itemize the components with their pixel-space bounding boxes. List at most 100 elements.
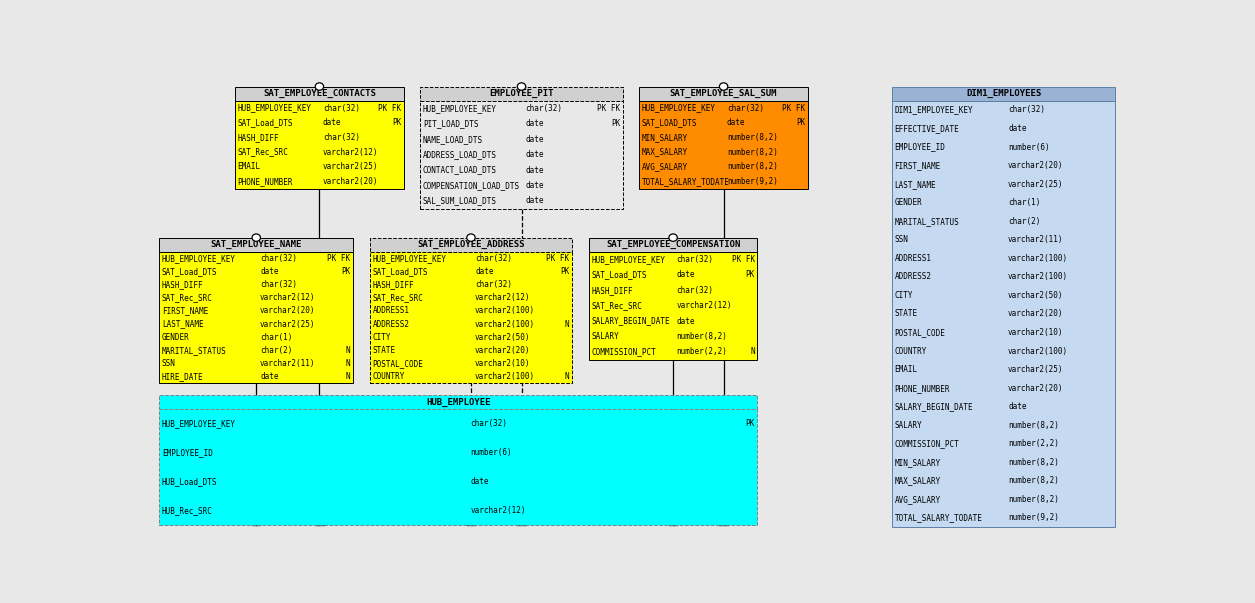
Text: date: date <box>526 150 545 159</box>
Text: number(8,2): number(8,2) <box>676 332 728 341</box>
Text: number(8,2): number(8,2) <box>727 148 778 157</box>
Text: HASH_DIFF: HASH_DIFF <box>591 286 633 295</box>
Text: number(9,2): number(9,2) <box>727 177 778 186</box>
Text: SAT_Load_DTS: SAT_Load_DTS <box>373 267 428 276</box>
Text: SAT_LOAD_DTS: SAT_LOAD_DTS <box>641 118 698 127</box>
Text: number(8,2): number(8,2) <box>1008 476 1059 485</box>
Text: PK: PK <box>341 267 350 276</box>
Text: SAT_Load_DTS: SAT_Load_DTS <box>162 267 217 276</box>
Text: date: date <box>260 267 279 276</box>
Text: PIT_LOAD_DTS: PIT_LOAD_DTS <box>423 119 478 128</box>
Text: ADDRESS2: ADDRESS2 <box>895 273 931 282</box>
Bar <box>159 395 757 409</box>
Text: number(2,2): number(2,2) <box>676 347 728 356</box>
Text: HUB_EMPLOYEE_KEY: HUB_EMPLOYEE_KEY <box>237 104 311 113</box>
Text: GENDER: GENDER <box>895 198 922 207</box>
Text: EMPLOYEE_ID: EMPLOYEE_ID <box>162 448 213 457</box>
Text: PK: PK <box>560 267 570 276</box>
Bar <box>420 86 622 101</box>
Text: COMMISSION_PCT: COMMISSION_PCT <box>895 439 959 448</box>
Text: char(2): char(2) <box>1008 216 1040 226</box>
Text: HASH_DIFF: HASH_DIFF <box>373 280 414 289</box>
Bar <box>639 101 808 189</box>
Bar <box>420 101 622 209</box>
Text: MIN_SALARY: MIN_SALARY <box>641 133 688 142</box>
Text: HUB_EMPLOYEE_KEY: HUB_EMPLOYEE_KEY <box>162 254 236 263</box>
Bar <box>589 252 757 359</box>
Text: PK FK: PK FK <box>597 104 620 113</box>
Text: number(8,2): number(8,2) <box>1008 495 1059 504</box>
Text: varchar2(50): varchar2(50) <box>1008 291 1063 300</box>
Text: COUNTRY: COUNTRY <box>895 347 927 356</box>
Text: MAX_SALARY: MAX_SALARY <box>895 476 941 485</box>
Text: SAT_Rec_SRC: SAT_Rec_SRC <box>591 301 643 310</box>
Text: char(32): char(32) <box>260 280 297 289</box>
Text: SALARY_BEGIN_DATE: SALARY_BEGIN_DATE <box>895 402 973 411</box>
Text: EMPLOYEE_ID: EMPLOYEE_ID <box>895 142 945 151</box>
Text: PK: PK <box>392 118 402 127</box>
Text: AVG_SALARY: AVG_SALARY <box>641 162 688 171</box>
Text: ADDRESS_LOAD_DTS: ADDRESS_LOAD_DTS <box>423 150 497 159</box>
Text: varchar2(100): varchar2(100) <box>476 320 535 329</box>
Text: char(1): char(1) <box>1008 198 1040 207</box>
Text: varchar2(100): varchar2(100) <box>476 372 535 381</box>
Text: POSTAL_CODE: POSTAL_CODE <box>895 328 945 337</box>
Text: SSN: SSN <box>895 235 909 244</box>
Text: char(32): char(32) <box>260 254 297 263</box>
Text: SALARY: SALARY <box>895 421 922 430</box>
Text: PK FK: PK FK <box>546 254 570 263</box>
Bar <box>589 238 757 252</box>
Bar <box>370 252 572 384</box>
Text: HUB_EMPLOYEE: HUB_EMPLOYEE <box>427 397 491 406</box>
Text: CITY: CITY <box>373 333 392 342</box>
Text: char(32): char(32) <box>676 286 713 295</box>
Text: GENDER: GENDER <box>162 333 190 342</box>
Text: AVG_SALARY: AVG_SALARY <box>895 495 941 504</box>
Text: date: date <box>727 118 745 127</box>
Text: SAT_Load_DTS: SAT_Load_DTS <box>237 118 294 127</box>
Text: number(6): number(6) <box>471 448 512 457</box>
Text: MARITAL_STATUS: MARITAL_STATUS <box>162 346 227 355</box>
Text: SALARY: SALARY <box>591 332 619 341</box>
Text: varchar2(20): varchar2(20) <box>1008 384 1063 393</box>
Text: HASH_DIFF: HASH_DIFF <box>237 133 280 142</box>
Text: varchar2(20): varchar2(20) <box>1008 161 1063 170</box>
Text: date: date <box>676 270 695 279</box>
Text: date: date <box>526 165 545 174</box>
Text: CITY: CITY <box>895 291 914 300</box>
Text: varchar2(25): varchar2(25) <box>323 162 378 171</box>
Text: PK: PK <box>611 119 620 128</box>
Text: SAT_Rec_SRC: SAT_Rec_SRC <box>237 148 289 157</box>
Text: N: N <box>346 359 350 368</box>
Text: varchar2(11): varchar2(11) <box>1008 235 1063 244</box>
Bar <box>235 86 404 101</box>
Text: PK FK: PK FK <box>782 104 806 113</box>
Bar <box>159 238 353 252</box>
Text: ADDRESS1: ADDRESS1 <box>895 254 931 263</box>
Text: EMAIL: EMAIL <box>895 365 917 374</box>
Text: SAT_EMPLOYEE_COMPENSATION: SAT_EMPLOYEE_COMPENSATION <box>606 240 740 249</box>
Bar <box>370 238 572 252</box>
Text: PK FK: PK FK <box>378 104 402 113</box>
Text: SAT_Rec_SRC: SAT_Rec_SRC <box>373 293 423 302</box>
Text: N: N <box>565 372 570 381</box>
Text: HIRE_DATE: HIRE_DATE <box>162 372 203 381</box>
Text: FIRST_NAME: FIRST_NAME <box>162 306 208 315</box>
Text: number(8,2): number(8,2) <box>727 133 778 142</box>
Bar <box>235 101 404 189</box>
Text: SAT_Load_DTS: SAT_Load_DTS <box>591 270 646 279</box>
Text: MIN_SALARY: MIN_SALARY <box>895 458 941 467</box>
Text: PHONE_NUMBER: PHONE_NUMBER <box>895 384 950 393</box>
Text: SAT_EMPLOYEE_CONTACTS: SAT_EMPLOYEE_CONTACTS <box>264 89 375 98</box>
Text: date: date <box>260 372 279 381</box>
Text: EMAIL: EMAIL <box>237 162 261 171</box>
Text: varchar2(12): varchar2(12) <box>476 293 531 302</box>
Text: date: date <box>526 134 545 144</box>
Text: ADDRESS1: ADDRESS1 <box>373 306 409 315</box>
Text: varchar2(10): varchar2(10) <box>476 359 531 368</box>
Text: EFFECTIVE_DATE: EFFECTIVE_DATE <box>895 124 959 133</box>
Text: varchar2(25): varchar2(25) <box>1008 365 1063 374</box>
Ellipse shape <box>719 83 728 90</box>
Text: HASH_DIFF: HASH_DIFF <box>162 280 203 289</box>
Text: char(1): char(1) <box>260 333 292 342</box>
